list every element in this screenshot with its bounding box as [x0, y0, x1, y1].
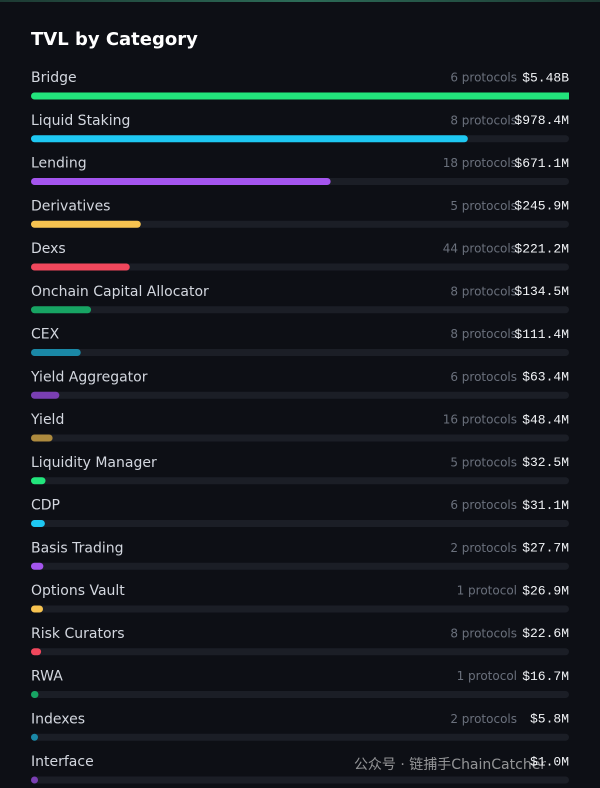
value-label: $111.4M: [514, 327, 569, 342]
category-label: Options Vault: [31, 583, 125, 599]
protocol-count: 6 protocols: [450, 498, 517, 512]
category-label: Bridge: [31, 70, 77, 86]
category-label: Risk Curators: [31, 626, 125, 642]
protocol-count: 1 protocol: [457, 584, 517, 598]
value-label: $16.7M: [522, 669, 569, 684]
value-label: $26.9M: [522, 583, 569, 598]
value-label: $5.8M: [530, 712, 569, 727]
value-label: $48.4M: [522, 412, 569, 427]
category-label: Lending: [31, 156, 87, 172]
value-label: $22.6M: [522, 626, 569, 641]
value-label: $671.1M: [514, 156, 569, 171]
value-label: $978.4M: [514, 113, 569, 128]
watermark: 公众号 · 链捕手ChainCatcher: [354, 757, 546, 773]
protocol-count: 5 protocols: [450, 199, 517, 213]
card-edge: [0, 0, 600, 2]
protocol-count: 8 protocols: [450, 113, 517, 127]
category-label: Onchain Capital Allocator: [31, 284, 209, 300]
protocol-count: 8 protocols: [450, 284, 517, 298]
category-label: Liquid Staking: [31, 113, 130, 129]
value-label: $31.1M: [522, 498, 569, 513]
protocol-count: 6 protocols: [450, 71, 517, 85]
value-label: $63.4M: [522, 370, 569, 385]
protocol-count: 6 protocols: [450, 370, 517, 384]
value-label: $134.5M: [514, 284, 569, 299]
category-label: Yield Aggregator: [30, 369, 148, 385]
category-label: Indexes: [31, 711, 85, 727]
category-label: Liquidity Manager: [31, 455, 157, 471]
protocol-count: 5 protocols: [450, 455, 517, 469]
chart-title: TVL by Category: [31, 29, 198, 50]
value-label: $245.9M: [514, 199, 569, 214]
protocol-count: 2 protocols: [450, 712, 517, 726]
category-label: Yield: [30, 412, 64, 428]
category-label: Interface: [31, 754, 94, 770]
category-label: CEX: [31, 327, 60, 343]
protocol-count: 8 protocols: [450, 327, 517, 341]
value-label: $221.2M: [514, 241, 569, 256]
category-label: Dexs: [31, 241, 66, 257]
value-label: $1.0M: [530, 754, 569, 769]
value-label: $27.7M: [522, 541, 569, 556]
protocol-count: 2 protocols: [450, 541, 517, 555]
protocol-count: 18 protocols: [443, 156, 517, 170]
category-label: Basis Trading: [31, 540, 123, 556]
protocol-count: 1 protocol: [457, 669, 517, 683]
category-label: RWA: [31, 669, 63, 685]
protocol-count: 16 protocols: [443, 413, 517, 427]
category-label: CDP: [31, 498, 60, 514]
protocol-count: 8 protocols: [450, 626, 517, 640]
value-label: $32.5M: [522, 455, 569, 470]
category-label: Derivatives: [31, 198, 110, 214]
value-label: $5.48B: [522, 70, 569, 85]
protocol-count: 44 protocols: [443, 242, 517, 256]
